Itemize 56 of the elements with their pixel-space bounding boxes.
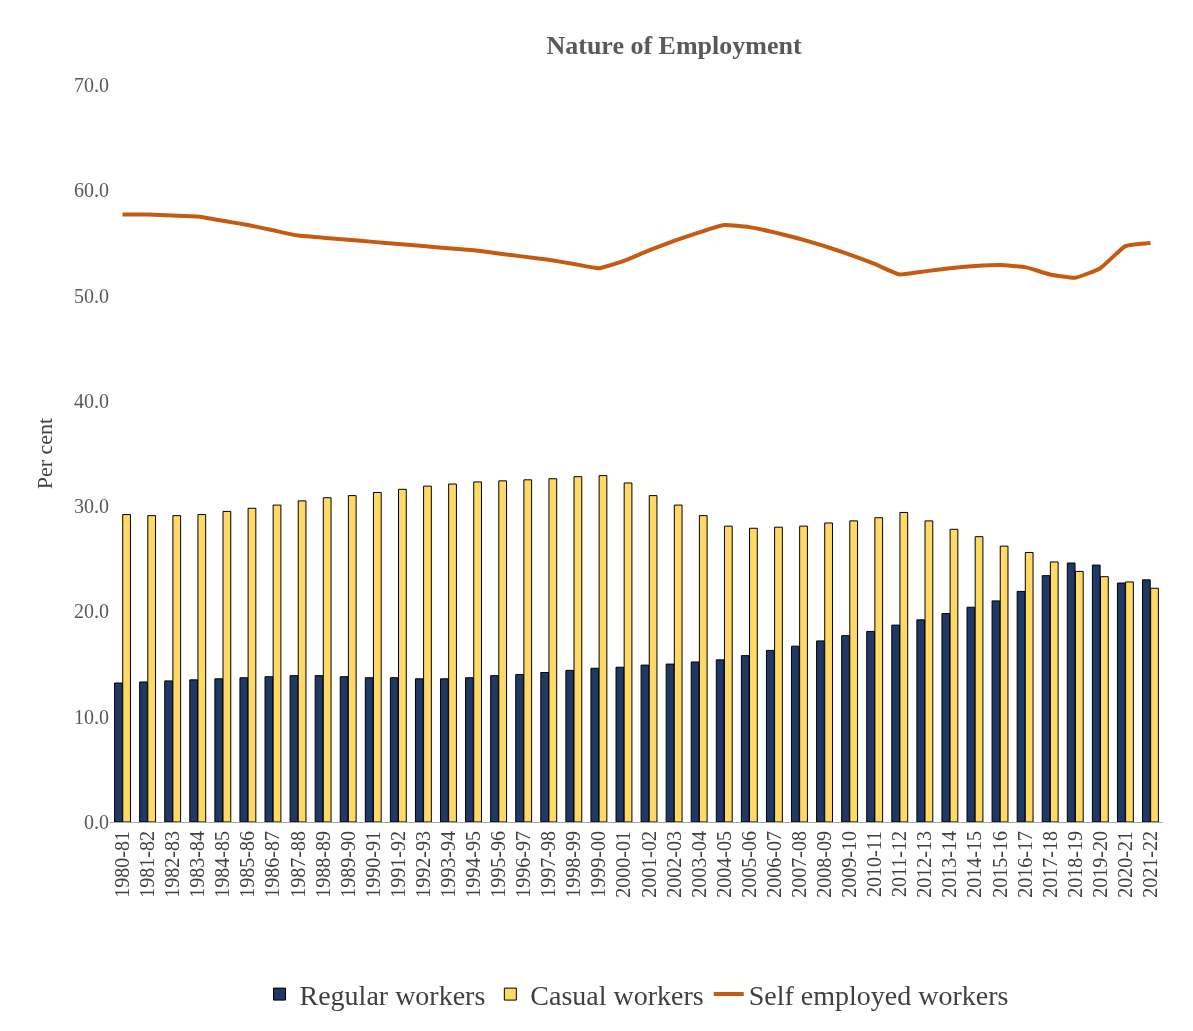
x-tick-label: 2000-01	[612, 831, 635, 898]
x-tick-label: 1991-92	[386, 831, 409, 898]
x-tick-label: 2018-19	[1063, 831, 1086, 898]
x-tick-label: 1992-93	[411, 831, 434, 898]
x-tick-label: 2007-08	[787, 831, 810, 898]
legend-label: Casual workers	[530, 980, 704, 1012]
x-tick-label: 2019-20	[1088, 831, 1111, 898]
legend-label: Self employed workers	[748, 980, 1009, 1012]
x-tick-label: 1985-86	[236, 831, 259, 898]
x-tick-label: 1999-00	[587, 831, 610, 898]
y-axis-title: Per cent	[31, 417, 57, 490]
x-tick-label: 2017-18	[1038, 831, 1061, 898]
x-tick-label: 1998-99	[562, 831, 585, 898]
x-tick-label: 2010-11	[863, 831, 886, 897]
x-tick-label: 2005-06	[737, 831, 760, 898]
y-tick-label: 40.0	[74, 389, 109, 412]
x-tick-label: 1996-97	[512, 831, 535, 898]
y-tick-label: 10.0	[74, 705, 109, 728]
x-tick-label: 2008-09	[813, 831, 836, 898]
line-series	[120, 212, 1153, 280]
x-tick-label: 1995-96	[487, 831, 510, 898]
x-tick-label: 2012-13	[913, 831, 936, 898]
chart-title: Nature of Employment	[546, 31, 802, 61]
x-tick-label: 2016-17	[1013, 831, 1036, 898]
x-tick-label: 1982-83	[161, 831, 184, 898]
x-tick-label: 2021-22	[1138, 831, 1161, 898]
x-tick-label: 1983-84	[186, 831, 209, 898]
x-tick-label: 2006-07	[762, 831, 785, 898]
y-tick-label: 70.0	[74, 74, 109, 96]
x-tick-label: 2009-10	[838, 831, 861, 898]
x-tick-label: 2002-03	[662, 831, 685, 898]
x-tick-label: 1994-95	[462, 831, 485, 898]
x-tick-label: 1988-89	[311, 831, 334, 898]
y-tick-label: 20.0	[74, 600, 109, 623]
y-tick-label: 60.0	[74, 179, 109, 202]
x-tick-label: 1989-90	[336, 831, 359, 898]
x-tick-label: 2011-12	[888, 831, 911, 897]
x-tick-label: 1984-85	[211, 831, 234, 898]
legend-label: Regular workers	[299, 980, 486, 1012]
x-tick-label: 2004-05	[712, 831, 735, 898]
x-tick-label: 2020-21	[1113, 831, 1136, 898]
y-tick-label: 0.0	[84, 811, 109, 833]
x-tick-label: 1993-94	[436, 831, 459, 898]
y-tick-label: 50.0	[74, 284, 109, 307]
x-tick-label: 1986-87	[261, 831, 284, 898]
x-tick-label: 2001-02	[637, 831, 660, 898]
x-tick-label: 2003-04	[687, 831, 710, 898]
x-tick-label: 1990-91	[361, 831, 384, 898]
x-tick-label: 2015-16	[988, 831, 1011, 898]
x-tick-label: 2013-14	[938, 831, 961, 898]
x-tick-label: 1981-82	[136, 831, 159, 898]
x-tick-label: 2014-15	[963, 831, 986, 898]
y-tick-label: 30.0	[74, 495, 109, 518]
x-tick-label: 1987-88	[286, 831, 309, 898]
x-tick-label: 1980-81	[111, 831, 134, 898]
x-tick-label: 1997-98	[537, 831, 560, 898]
